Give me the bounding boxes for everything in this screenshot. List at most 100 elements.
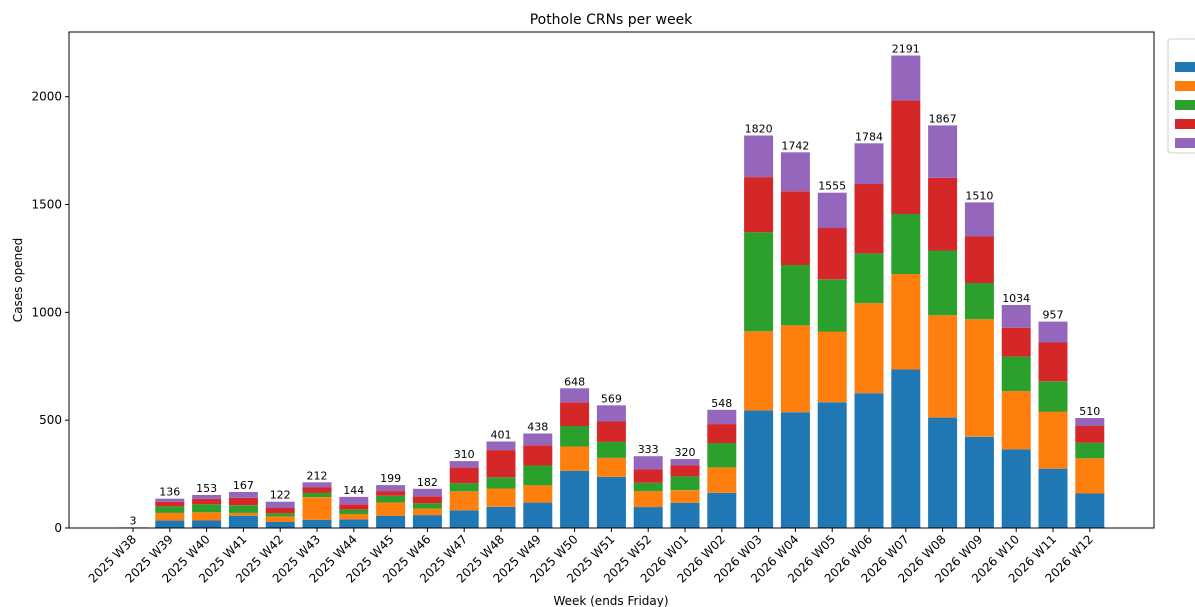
x-axis-label: Week (ends Friday): [553, 594, 668, 607]
y-tick-label: 0: [54, 521, 62, 535]
bar-segment: [891, 369, 921, 528]
bar-segment: [486, 488, 516, 507]
bar-segment: [1075, 493, 1105, 528]
bar-segment: [780, 325, 810, 413]
bar-segment: [265, 513, 295, 517]
bar-segment: [412, 515, 442, 528]
bar-segment: [192, 512, 222, 521]
legend-swatch: [1175, 100, 1195, 110]
bar-segment: [854, 143, 884, 185]
bar-segment: [339, 519, 369, 528]
y-axis-label: Cases opened: [11, 238, 25, 322]
bar-segment: [523, 502, 553, 528]
bar-segment: [854, 253, 884, 304]
bar-segment: [1075, 418, 1105, 426]
bar-total-label: 2191: [892, 43, 920, 56]
bar-segment: [744, 135, 774, 178]
bar-total-label: 320: [675, 446, 696, 459]
bar-segment: [523, 485, 553, 503]
bar-segment: [560, 426, 590, 447]
bar-segment: [1038, 321, 1068, 343]
bar-segment: [964, 436, 994, 528]
bar-segment: [228, 497, 258, 506]
bar-segment: [633, 482, 663, 492]
bar-segment: [928, 417, 958, 528]
legend-swatch: [1175, 62, 1195, 72]
bar-segment: [192, 504, 222, 513]
bar-segment: [670, 502, 700, 528]
bar-segment: [670, 476, 700, 491]
bar-total-label: 1784: [855, 130, 883, 143]
bar-segment: [1075, 458, 1105, 494]
bar-segment: [339, 514, 369, 520]
bar-segment: [744, 331, 774, 411]
bar-segment: [633, 491, 663, 507]
bar-segment: [228, 492, 258, 498]
bar-segment: [817, 402, 847, 528]
bar-segment: [744, 232, 774, 332]
bar-segment: [928, 250, 958, 316]
bar-segment: [670, 490, 700, 503]
bar-segment: [376, 502, 406, 516]
bar-segment: [891, 214, 921, 274]
bar-segment: [1001, 391, 1031, 450]
bar-segment: [817, 331, 847, 403]
y-tick-label: 1500: [31, 198, 62, 212]
bar-segment: [596, 405, 626, 422]
bar-segment: [1038, 381, 1068, 412]
bar-segment: [596, 476, 626, 528]
bar-segment: [376, 485, 406, 492]
bar-segment: [486, 441, 516, 451]
bar-segment: [523, 433, 553, 446]
bar-segment: [1038, 342, 1068, 382]
bar-segment: [964, 202, 994, 237]
bar-segment: [707, 409, 737, 424]
bar-total-label: 1510: [965, 189, 993, 202]
bar-total-label: 957: [1043, 309, 1064, 322]
bar-total-label: 548: [711, 397, 732, 410]
bar-total-label: 510: [1079, 405, 1100, 418]
bar-total-label: 438: [527, 421, 548, 434]
bar-segment: [192, 495, 222, 499]
y-tick-label: 2000: [31, 90, 62, 104]
bar-segment: [192, 520, 222, 528]
bar-segment: [302, 487, 332, 493]
bar-segment: [412, 488, 442, 497]
bar-segment: [486, 477, 516, 489]
bar-segment: [928, 125, 958, 178]
bar-segment: [928, 315, 958, 418]
bar-segment: [1001, 327, 1031, 357]
bar-segment: [449, 461, 479, 468]
bar-total-label: 212: [307, 469, 328, 482]
bar-segment: [560, 388, 590, 403]
bar-total-label: 1742: [781, 139, 809, 152]
bar-segment: [265, 507, 295, 514]
bar-segment: [964, 319, 994, 437]
bar-segment: [891, 274, 921, 370]
bar-segment: [449, 491, 479, 511]
bar-total-label: 310: [454, 448, 475, 461]
bar-segment: [302, 482, 332, 488]
bar-segment: [1001, 356, 1031, 392]
bar-segment: [854, 184, 884, 254]
bar-segment: [412, 508, 442, 516]
legend-box: [1167, 38, 1195, 154]
bar-segment: [1075, 442, 1105, 459]
bar-total-label: 182: [417, 476, 438, 489]
bar-segment: [817, 279, 847, 332]
bar-segment: [486, 506, 516, 528]
bar-segment: [744, 177, 774, 233]
y-tick-label: 1000: [31, 305, 62, 319]
bar-total-label: 1555: [818, 180, 846, 193]
bar-segment: [228, 512, 258, 516]
plot-frame: [68, 31, 1155, 529]
bar-total-label: 333: [638, 443, 659, 456]
bar-segment: [339, 509, 369, 514]
bar-total-label: 1867: [929, 112, 957, 125]
bar-segment: [155, 501, 185, 507]
legend: [1167, 38, 1195, 154]
bar-segment: [1038, 468, 1068, 528]
bar-segment: [596, 457, 626, 477]
bar-segment: [596, 421, 626, 442]
